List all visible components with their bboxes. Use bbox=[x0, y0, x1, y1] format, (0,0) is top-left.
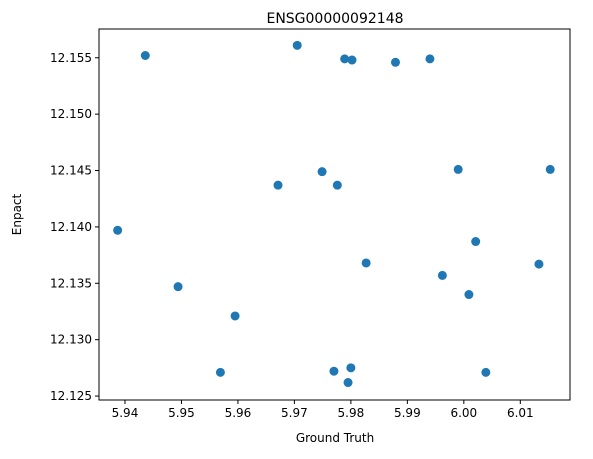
points-layer bbox=[113, 40, 555, 388]
scatter-point-2 bbox=[140, 51, 150, 60]
scatter-point-24 bbox=[545, 164, 555, 174]
x-tick-label: 6.00 bbox=[450, 406, 477, 420]
scatter-point-9 bbox=[329, 366, 339, 376]
y-tick-label: 12.135 bbox=[50, 276, 92, 290]
scatter-point-1 bbox=[113, 225, 123, 235]
scatter-point-18 bbox=[437, 270, 447, 280]
y-tick-label: 12.155 bbox=[50, 51, 92, 65]
y-tick-label: 12.145 bbox=[50, 164, 92, 178]
y-tick-label: 12.125 bbox=[50, 389, 92, 403]
scatter-point-20 bbox=[464, 290, 474, 300]
x-tick-label: 5.98 bbox=[338, 406, 365, 420]
scatter-point-14 bbox=[347, 55, 357, 65]
x-tick-label: 6.01 bbox=[507, 406, 534, 420]
scatter-point-13 bbox=[346, 363, 356, 373]
scatter-point-17 bbox=[425, 54, 435, 64]
scatter-point-4 bbox=[215, 367, 225, 377]
scatter-point-22 bbox=[481, 367, 491, 377]
scatter-point-12 bbox=[343, 378, 353, 388]
scatter-point-8 bbox=[317, 167, 327, 177]
scatter-point-7 bbox=[292, 40, 302, 50]
x-tick-label: 5.94 bbox=[112, 406, 139, 420]
y-tick-label: 12.140 bbox=[50, 220, 92, 234]
y-axis-ticks: 12.125 12.130 12.135 12.140 12.145 12.150 12.1… bbox=[50, 51, 99, 403]
scatter-point-19 bbox=[453, 164, 463, 174]
x-axis-ticks: 5.94 5.95 5.96 5.97 5.98 5.99 6.00 6.01 bbox=[112, 400, 534, 420]
x-tick-label: 5.97 bbox=[281, 406, 308, 420]
chart-title: ENSG00000092148 bbox=[266, 11, 403, 27]
scatter-point-15 bbox=[361, 258, 371, 268]
scatter-point-11 bbox=[340, 54, 350, 64]
x-axis-label: Ground Truth bbox=[296, 431, 374, 445]
x-tick-label: 5.95 bbox=[168, 406, 195, 420]
scatter-point-10 bbox=[332, 180, 342, 190]
scatter-point-3 bbox=[173, 282, 183, 292]
scatter-point-5 bbox=[230, 311, 240, 321]
y-tick-label: 12.130 bbox=[50, 333, 92, 347]
y-axis-label: Enpact bbox=[10, 193, 24, 235]
x-tick-label: 5.96 bbox=[225, 406, 252, 420]
y-tick-label: 12.150 bbox=[50, 107, 92, 121]
plot-frame bbox=[98, 28, 571, 401]
scatter-point-16 bbox=[390, 57, 400, 67]
scatter-point-23 bbox=[534, 259, 544, 269]
scatter-point-6 bbox=[273, 180, 283, 190]
x-tick-label: 5.99 bbox=[394, 406, 421, 420]
scatter-point-21 bbox=[471, 237, 481, 247]
